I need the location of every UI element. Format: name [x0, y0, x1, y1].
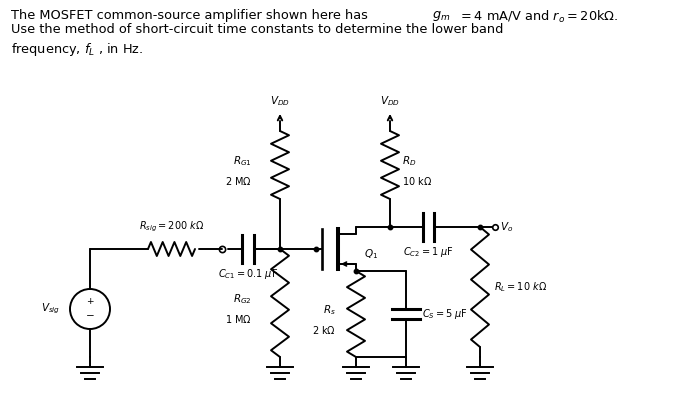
Text: $R_{G2}$: $R_{G2}$: [234, 292, 252, 306]
Text: The MOSFET common-source amplifier shown here has: The MOSFET common-source amplifier shown…: [11, 9, 372, 22]
Text: $g_m$: $g_m$: [432, 9, 451, 23]
Text: 1 M$\Omega$: 1 M$\Omega$: [225, 313, 252, 325]
Text: $R_{G1}$: $R_{G1}$: [233, 154, 252, 168]
Text: $Q_1$: $Q_1$: [364, 247, 378, 261]
Text: $R_D$: $R_D$: [402, 154, 417, 168]
Text: $= 4$ mA/V and $r_o$$= 20$k$\Omega$.: $= 4$ mA/V and $r_o$$= 20$k$\Omega$.: [458, 9, 619, 25]
Text: 2 k$\Omega$: 2 k$\Omega$: [312, 324, 336, 336]
Text: 2 M$\Omega$: 2 M$\Omega$: [225, 175, 252, 187]
Text: $R_L = 10\ k\Omega$: $R_L = 10\ k\Omega$: [494, 280, 547, 294]
Text: $R_{sig} = 200\ k\Omega$: $R_{sig} = 200\ k\Omega$: [139, 219, 204, 234]
Text: $V_o$: $V_o$: [500, 220, 513, 234]
Text: $V_{DD}$: $V_{DD}$: [380, 94, 400, 108]
Text: $R_s$: $R_s$: [323, 303, 336, 317]
Text: Use the method of short-circuit time constants to determine the lower band: Use the method of short-circuit time con…: [11, 23, 503, 36]
Text: −: −: [86, 311, 95, 321]
Text: 10 k$\Omega$: 10 k$\Omega$: [402, 175, 432, 187]
Text: +: +: [86, 298, 94, 306]
Text: $C_{C1} = 0.1\ \mu$F: $C_{C1} = 0.1\ \mu$F: [218, 267, 278, 281]
Text: frequency, $f_L$ , in Hz.: frequency, $f_L$ , in Hz.: [11, 41, 143, 58]
Text: $C_{C2} = 1\ \mu$F: $C_{C2} = 1\ \mu$F: [402, 245, 454, 259]
Text: $V_{DD}$: $V_{DD}$: [270, 94, 290, 108]
Text: $V_{sig}$: $V_{sig}$: [41, 302, 60, 316]
Text: $C_S = 5\ \mu$F: $C_S = 5\ \mu$F: [422, 307, 468, 321]
